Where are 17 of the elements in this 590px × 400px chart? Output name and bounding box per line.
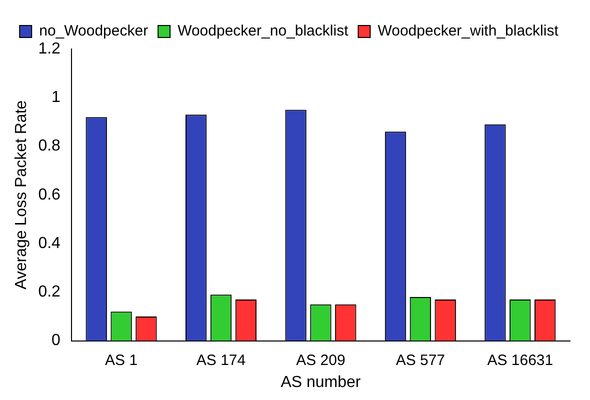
y-tick-label: 0 [52, 332, 61, 350]
x-tick-label: AS 577 [396, 352, 446, 369]
y-tick-label: 1 [52, 89, 61, 106]
y-tick-label: 0.8 [38, 138, 61, 155]
y-tick-label: 0.2 [38, 284, 61, 301]
legend-label: Woodpecker_no_blacklist [178, 22, 350, 40]
legend-label: no_Woodpecker [39, 22, 148, 40]
legend-label: Woodpecker_with_blacklist [378, 22, 560, 40]
x-tick-label: AS 1 [105, 352, 138, 369]
y-tick-label: 1.2 [38, 40, 61, 58]
y-tick-label: 0.4 [38, 234, 61, 252]
x-tick-label: AS 209 [296, 352, 346, 369]
y-tick-label: 0.6 [38, 186, 61, 204]
y-axis-title: Average Loss Packet Rate [13, 100, 30, 290]
x-axis-title: AS number [280, 374, 362, 391]
x-tick-label: AS 174 [196, 352, 246, 369]
x-tick-label: AS 16631 [487, 352, 554, 369]
